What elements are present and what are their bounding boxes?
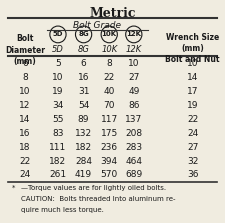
Text: 70: 70 <box>103 101 115 110</box>
Text: 12: 12 <box>19 101 30 110</box>
Text: 16: 16 <box>19 129 30 138</box>
Text: 6: 6 <box>80 60 86 68</box>
Text: CAUTION:  Bolts threaded Into aluminum re-: CAUTION: Bolts threaded Into aluminum re… <box>20 196 174 202</box>
Text: 27: 27 <box>186 143 197 152</box>
Text: Bolt
Diameter
(mm): Bolt Diameter (mm) <box>5 34 45 66</box>
Text: 27: 27 <box>128 73 139 82</box>
Text: 689: 689 <box>125 170 142 180</box>
Text: 31: 31 <box>77 87 89 96</box>
Text: 10K: 10K <box>101 31 116 37</box>
Text: 22: 22 <box>186 115 197 124</box>
Text: 10: 10 <box>52 73 63 82</box>
Text: 182: 182 <box>75 143 92 152</box>
Text: 10K: 10K <box>101 45 117 54</box>
Text: 236: 236 <box>100 143 117 152</box>
Text: 570: 570 <box>100 170 117 180</box>
Text: 89: 89 <box>77 115 89 124</box>
Text: 55: 55 <box>52 115 63 124</box>
Text: 261: 261 <box>49 170 66 180</box>
Text: 10: 10 <box>19 87 30 96</box>
Text: 8: 8 <box>22 73 28 82</box>
Text: Metric: Metric <box>89 7 135 20</box>
Text: 14: 14 <box>19 115 30 124</box>
Text: 5D: 5D <box>52 31 63 37</box>
Text: 464: 464 <box>125 157 142 165</box>
Text: 10: 10 <box>128 60 139 68</box>
Text: Bolt Grade: Bolt Grade <box>73 21 121 30</box>
Text: 14: 14 <box>186 73 197 82</box>
Text: 284: 284 <box>75 157 92 165</box>
Text: 6: 6 <box>22 60 28 68</box>
Text: 17: 17 <box>186 87 197 96</box>
Text: 208: 208 <box>125 129 142 138</box>
Text: 117: 117 <box>100 115 117 124</box>
Text: 19: 19 <box>186 101 197 110</box>
Text: 18: 18 <box>19 143 30 152</box>
Text: 8G: 8G <box>77 45 89 54</box>
Text: 182: 182 <box>49 157 66 165</box>
Text: 22: 22 <box>19 157 30 165</box>
Text: 5: 5 <box>55 60 61 68</box>
Text: 132: 132 <box>75 129 92 138</box>
Text: 24: 24 <box>19 170 30 180</box>
Text: 19: 19 <box>52 87 63 96</box>
Text: 137: 137 <box>125 115 142 124</box>
Text: 86: 86 <box>128 101 139 110</box>
Text: 175: 175 <box>100 129 117 138</box>
Text: 283: 283 <box>125 143 142 152</box>
Text: 12K: 12K <box>126 31 141 37</box>
Text: 5D: 5D <box>52 45 64 54</box>
Text: *: * <box>12 185 15 191</box>
Text: 12K: 12K <box>125 45 141 54</box>
Text: 10: 10 <box>186 60 197 68</box>
Text: 22: 22 <box>103 73 114 82</box>
Text: Wrench Size
(mm)
Bolt and Nut: Wrench Size (mm) Bolt and Nut <box>164 33 219 64</box>
Text: 54: 54 <box>78 101 89 110</box>
Text: 419: 419 <box>75 170 92 180</box>
Text: quire much less torque.: quire much less torque. <box>20 207 103 213</box>
Text: 40: 40 <box>103 87 115 96</box>
Text: 36: 36 <box>186 170 197 180</box>
Text: 16: 16 <box>77 73 89 82</box>
Text: 8: 8 <box>106 60 112 68</box>
Text: —Torque values are for lightly oiled bolts.: —Torque values are for lightly oiled bol… <box>20 185 165 191</box>
Text: 34: 34 <box>52 101 63 110</box>
Text: 83: 83 <box>52 129 63 138</box>
Text: 8G: 8G <box>78 31 88 37</box>
Text: 111: 111 <box>49 143 66 152</box>
Text: 394: 394 <box>100 157 117 165</box>
Text: 32: 32 <box>186 157 197 165</box>
Text: 49: 49 <box>128 87 139 96</box>
Text: 24: 24 <box>186 129 197 138</box>
